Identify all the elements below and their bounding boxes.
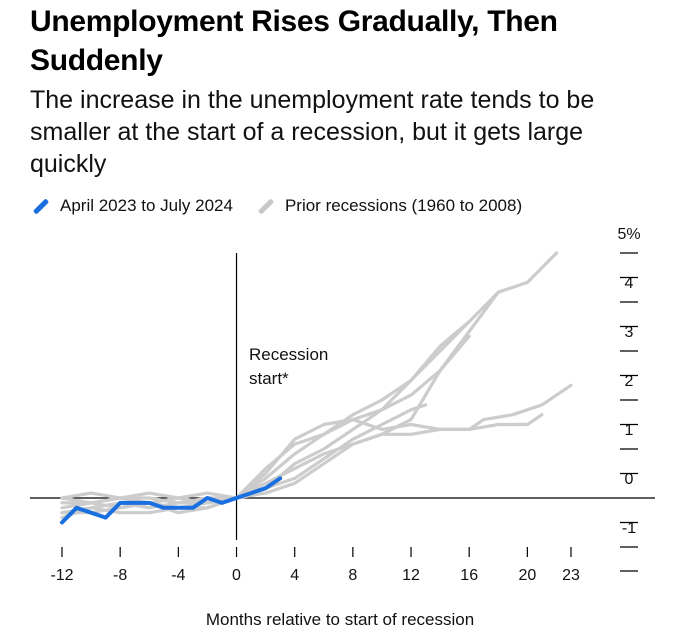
x-tick-label: 16 xyxy=(460,567,478,584)
legend: April 2023 to July 2024 Prior recessions… xyxy=(30,194,544,218)
legend-item-prior: Prior recessions (1960 to 2008) xyxy=(255,196,522,216)
y-tick-label: 4 xyxy=(625,275,634,292)
x-tick-label: 23 xyxy=(562,567,580,584)
x-tick-label: 12 xyxy=(402,567,420,584)
x-tick-label: -4 xyxy=(171,567,185,584)
x-axis-label: Months relative to start of recession xyxy=(205,610,475,629)
chart-subtitle: The increase in the unemployment rate te… xyxy=(30,86,595,178)
y-tick-label: 0 xyxy=(625,471,634,488)
series-line-prior xyxy=(60,413,544,515)
x-tick-label: 20 xyxy=(518,567,536,584)
series-line-current xyxy=(60,476,283,525)
y-tick-label: 5% xyxy=(617,226,640,243)
x-tick-label: 0 xyxy=(232,567,241,584)
series-line-prior xyxy=(60,334,471,505)
x-tick-label: -12 xyxy=(50,567,73,584)
legend-item-current: April 2023 to July 2024 xyxy=(30,196,233,216)
x-tick-label: 8 xyxy=(348,567,357,584)
recession-start-annotation: start* xyxy=(249,369,289,388)
x-tick-label: 4 xyxy=(290,567,299,584)
y-tick-label: 3 xyxy=(625,324,634,341)
y-tick-label: -1 xyxy=(622,520,636,537)
series-line-prior xyxy=(60,383,573,500)
legend-label-current: April 2023 to July 2024 xyxy=(60,196,233,215)
legend-label-prior: Prior recessions (1960 to 2008) xyxy=(284,196,523,215)
y-tick-label: 1 xyxy=(625,422,634,439)
chart-title: Unemployment Rises Gradually, Then Sudde… xyxy=(30,5,558,77)
y-tick-label: 2 xyxy=(625,373,634,390)
recession-start-annotation: Recession xyxy=(249,345,328,364)
series-line-prior xyxy=(60,290,500,505)
x-tick-label: -8 xyxy=(113,567,127,584)
